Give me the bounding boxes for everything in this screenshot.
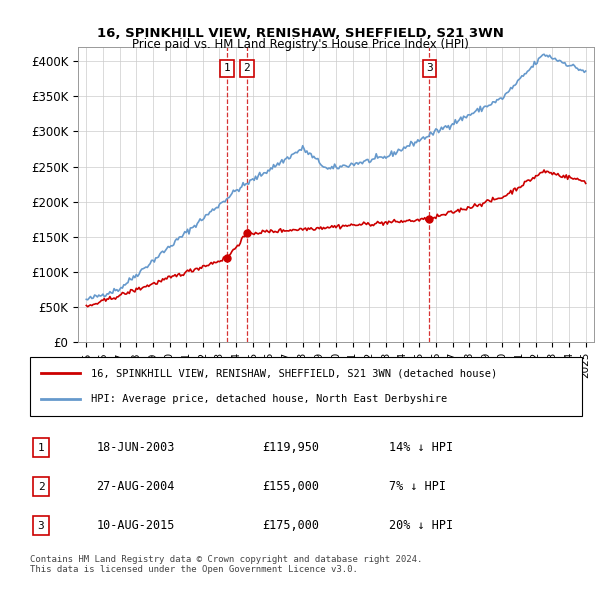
Text: 3: 3: [426, 63, 433, 73]
Text: 7% ↓ HPI: 7% ↓ HPI: [389, 480, 446, 493]
Text: 27-AUG-2004: 27-AUG-2004: [96, 480, 175, 493]
Text: 1: 1: [224, 63, 230, 73]
Text: 16, SPINKHILL VIEW, RENISHAW, SHEFFIELD, S21 3WN: 16, SPINKHILL VIEW, RENISHAW, SHEFFIELD,…: [97, 27, 503, 40]
Text: 3: 3: [38, 521, 44, 530]
Text: 2: 2: [38, 482, 44, 491]
Text: 18-JUN-2003: 18-JUN-2003: [96, 441, 175, 454]
FancyBboxPatch shape: [30, 357, 582, 416]
Text: £175,000: £175,000: [262, 519, 319, 532]
Text: HPI: Average price, detached house, North East Derbyshire: HPI: Average price, detached house, Nort…: [91, 395, 447, 404]
Text: 2: 2: [244, 63, 250, 73]
Text: 14% ↓ HPI: 14% ↓ HPI: [389, 441, 453, 454]
Text: £155,000: £155,000: [262, 480, 319, 493]
Text: 16, SPINKHILL VIEW, RENISHAW, SHEFFIELD, S21 3WN (detached house): 16, SPINKHILL VIEW, RENISHAW, SHEFFIELD,…: [91, 369, 497, 378]
Text: Contains HM Land Registry data © Crown copyright and database right 2024.
This d: Contains HM Land Registry data © Crown c…: [30, 555, 422, 574]
Text: 20% ↓ HPI: 20% ↓ HPI: [389, 519, 453, 532]
Text: Price paid vs. HM Land Registry's House Price Index (HPI): Price paid vs. HM Land Registry's House …: [131, 38, 469, 51]
Text: 10-AUG-2015: 10-AUG-2015: [96, 519, 175, 532]
Text: 1: 1: [38, 443, 44, 453]
Text: £119,950: £119,950: [262, 441, 319, 454]
